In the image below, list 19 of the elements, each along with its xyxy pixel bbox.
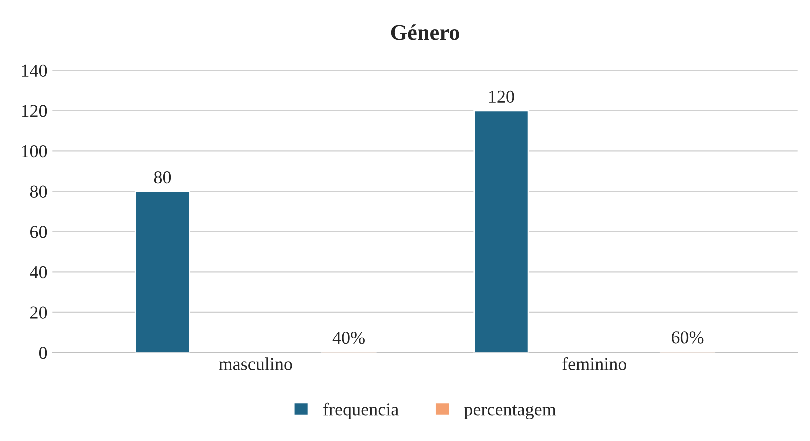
y-tick-label: 140	[22, 64, 48, 77]
data-label: 80	[154, 172, 172, 184]
y-tick-label: 120	[22, 105, 48, 118]
data-label: 120	[490, 90, 514, 104]
chart-title: Género	[391, 24, 460, 40]
y-tick-label: 100	[22, 145, 48, 158]
legend-label: percentagem	[464, 405, 556, 420]
y-tick-label: 80	[30, 186, 48, 198]
x-tick-label: feminino	[562, 357, 627, 370]
y-tick-label: 0	[39, 347, 48, 360]
y-tick-label: 60	[30, 226, 48, 238]
data-label: 40%	[332, 332, 365, 344]
bar	[474, 110, 530, 353]
y-tick-label: 20	[30, 306, 48, 319]
bar	[134, 190, 191, 353]
x-tick-label: masculino	[219, 358, 292, 370]
y-tick-label: 40	[30, 266, 48, 279]
legend-label: frequencia	[324, 402, 399, 420]
data-label: 60%	[672, 332, 704, 344]
